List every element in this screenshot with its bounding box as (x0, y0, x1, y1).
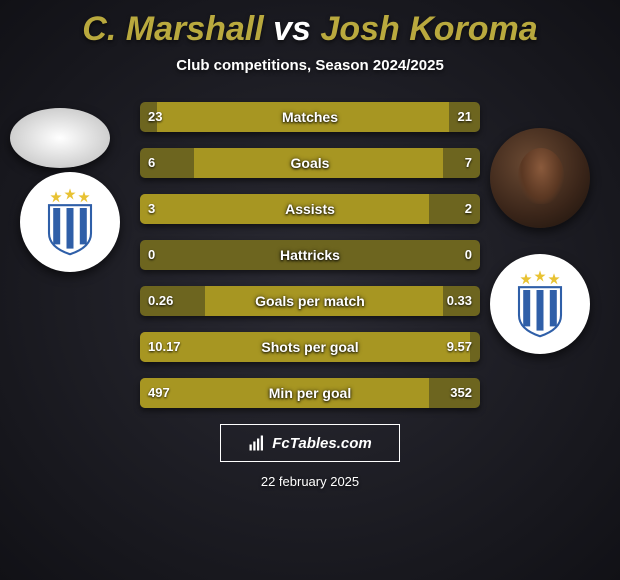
stat-row: Assists32 (140, 194, 480, 224)
brand-text: FcTables.com (272, 435, 371, 452)
club-crest-icon (505, 269, 575, 339)
stat-row: Shots per goal10.179.57 (140, 332, 480, 362)
player1-name: C. Marshall (82, 10, 263, 48)
brand-badge: FcTables.com (220, 424, 400, 462)
player1-club-crest (20, 172, 120, 272)
footer-date: 22 february 2025 (0, 474, 620, 489)
stat-row: Goals67 (140, 148, 480, 178)
stat-row: Hattricks00 (140, 240, 480, 270)
player2-avatar (490, 128, 590, 228)
stats-container: Matches2321 Goals67 Assists32 Hattricks00 Go… (140, 102, 480, 408)
player1-avatar (10, 108, 110, 168)
player2-club-crest (490, 254, 590, 354)
chart-icon (248, 434, 266, 452)
stat-row: Matches2321 (140, 102, 480, 132)
club-crest-icon (35, 187, 105, 257)
comparison-title: C. Marshall vs Josh Koroma (0, 0, 620, 49)
subtitle: Club competitions, Season 2024/2025 (0, 57, 620, 74)
player2-name: Josh Koroma (320, 10, 537, 48)
stat-row: Goals per match0.260.33 (140, 286, 480, 316)
vs-separator: vs (273, 10, 311, 48)
stat-row: Min per goal497352 (140, 378, 480, 408)
